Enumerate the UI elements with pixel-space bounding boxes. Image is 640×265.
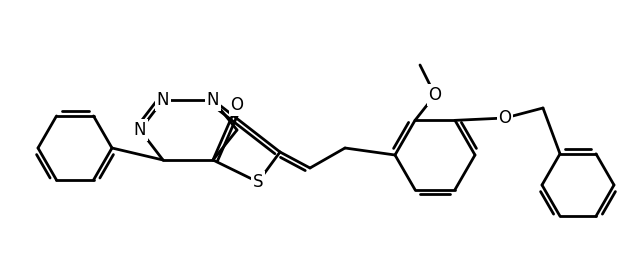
Text: S: S [253, 173, 263, 191]
Text: N: N [134, 121, 147, 139]
Text: O: O [499, 109, 511, 127]
Text: O: O [230, 96, 243, 114]
Text: O: O [429, 86, 442, 104]
Text: N: N [207, 91, 220, 109]
Text: N: N [157, 91, 169, 109]
